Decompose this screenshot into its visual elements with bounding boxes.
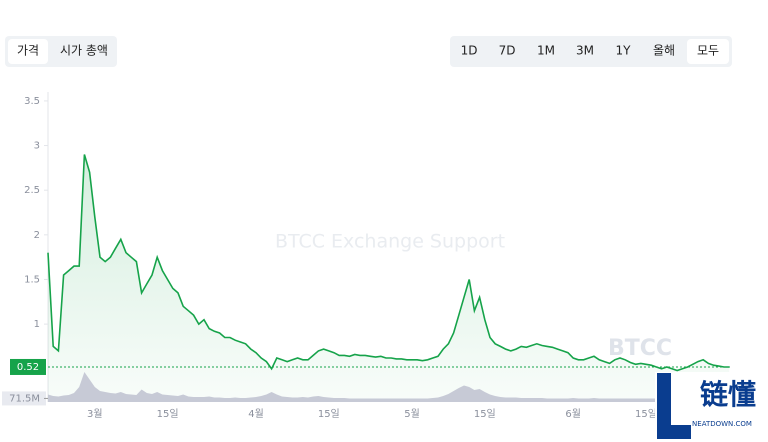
current-price-label: 0.52 (17, 362, 39, 373)
y-tick-label: 1.5 (24, 274, 40, 285)
toggle-marketcap[interactable]: 시가 총액 (60, 44, 108, 58)
y-tick-label: 3 (34, 141, 40, 152)
x-tick-label: 15일 (318, 408, 340, 420)
brand-name: 链懂 (700, 378, 756, 411)
x-tick-label: 6월 (565, 408, 581, 420)
x-tick-label: 4월 (248, 408, 264, 420)
current-price-badge (10, 358, 46, 375)
x-tick-label: 15일 (157, 408, 179, 420)
x-tick-label: 3월 (87, 408, 103, 420)
y2-tick-bg (2, 391, 46, 406)
y-tick-label: 2 (34, 230, 40, 241)
range-button[interactable]: 3M (576, 44, 594, 58)
y-tick-label: 2.5 (24, 185, 40, 196)
range-button[interactable]: 모두 (697, 44, 719, 58)
y2-tick-label: 71.5M (9, 393, 40, 404)
toggle-price[interactable]: 가격 (17, 44, 39, 58)
range-button[interactable]: 1M (537, 44, 555, 58)
x-tick-label: 15일 (635, 408, 657, 420)
range-selected (687, 39, 729, 64)
x-tick-label: 5월 (404, 408, 420, 420)
brand-logo (657, 373, 691, 439)
range-button[interactable]: 1D (461, 44, 478, 58)
price-line (47, 154, 730, 372)
range-button[interactable]: 올해 (653, 44, 675, 58)
y-tick-label: 1 (34, 319, 40, 330)
price-area (48, 154, 730, 400)
range-button[interactable]: 1Y (616, 44, 632, 58)
toggle-selected (8, 39, 48, 64)
range-button[interactable]: 7D (499, 44, 516, 58)
watermark-logo: BTCC (608, 336, 672, 361)
x-tick-label: 15일 (474, 408, 496, 420)
brand-url: NEATDOWN.COM (692, 420, 752, 428)
y-tick-label: 3.5 (24, 96, 40, 107)
watermark: BTCC Exchange Support (275, 231, 505, 253)
range-group (450, 36, 732, 67)
